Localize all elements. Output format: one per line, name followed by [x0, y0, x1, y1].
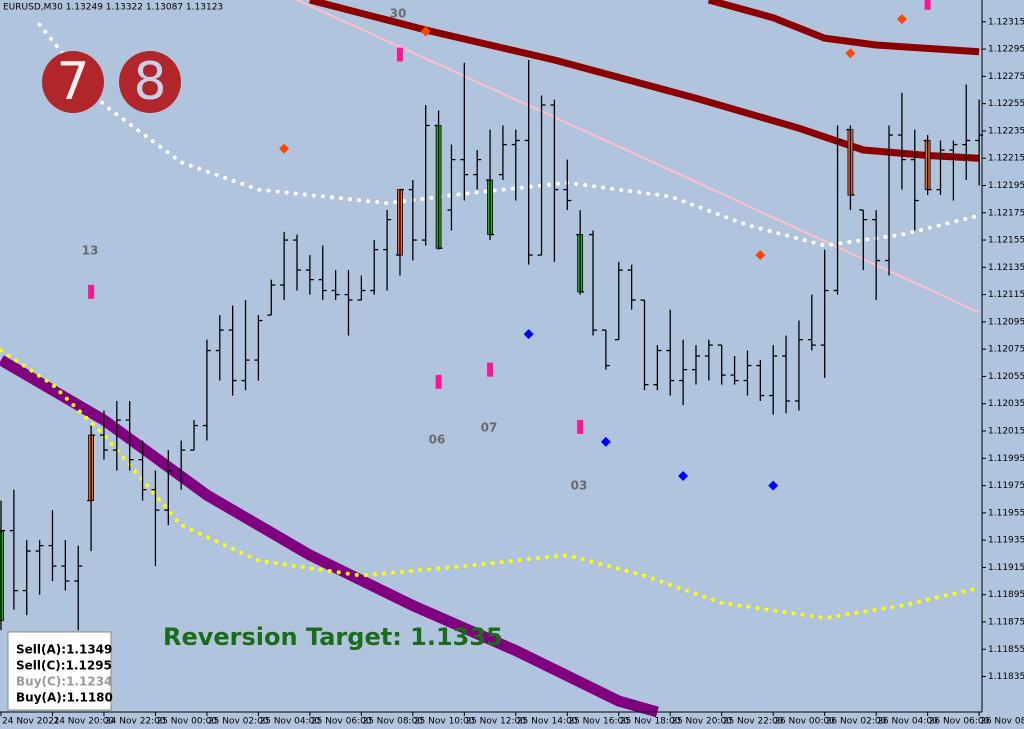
count-label: 30: [390, 7, 407, 21]
signal-diamond: [420, 26, 431, 37]
x-tick-label: 25 Nov 06:00: [311, 717, 372, 727]
moving-average: [296, 0, 980, 314]
signal-diamond: [845, 48, 856, 59]
x-tick-label: 25 Nov 02:00: [208, 717, 269, 727]
x-tick-label: 24 Nov 22:00: [105, 717, 166, 727]
dotted-line: [0, 348, 982, 620]
x-tick-label: 26 Nov 06:00: [929, 717, 990, 727]
y-tick-label: 1.12295: [988, 45, 1024, 55]
x-tick-label: 25 Nov 20:00: [671, 717, 732, 727]
y-tick-label: 1.12155: [988, 236, 1024, 246]
signal-diamond: [523, 329, 534, 340]
signal-diamond: [279, 143, 290, 154]
y-tick-label: 1.11915: [988, 563, 1024, 573]
y-tick-label: 1.12195: [988, 181, 1024, 191]
y-tick-label: 1.12235: [988, 126, 1024, 136]
y-tick-label: 1.11875: [988, 617, 1024, 627]
y-tick-label: 1.11895: [988, 590, 1024, 600]
y-tick-label: 1.11975: [988, 481, 1024, 491]
symbol-header: EURUSD,M30 1.13249 1.13322 1.13087 1.131…: [3, 3, 223, 13]
signal-bar: [396, 47, 403, 62]
y-tick-label: 1.12175: [988, 208, 1024, 218]
overlays: [0, 0, 982, 718]
count-label: 07: [481, 421, 498, 435]
x-tick-label: 25 Nov 18:00: [620, 717, 681, 727]
x-tick-label: 24 Nov 2021: [2, 717, 60, 727]
badge-label: 8: [133, 52, 166, 112]
x-tick-label: 25 Nov 16:00: [568, 717, 629, 727]
levels-box: [7, 631, 112, 711]
y-tick-label: 1.11855: [988, 645, 1024, 655]
y-tick-label: 1.12095: [988, 317, 1024, 327]
level: Buy(A):1.1180: [16, 691, 113, 705]
signal-bar: [487, 362, 494, 377]
x-tick-label: 26 Nov 00:00: [774, 717, 835, 727]
x-tick-label: 25 Nov 14:00: [517, 717, 578, 727]
y-tick-label: 1.11935: [988, 536, 1024, 546]
signal-bar: [924, 0, 931, 10]
x-tick-label: 24 Nov 20:00: [53, 717, 114, 727]
y-tick-label: 1.11955: [988, 508, 1024, 518]
y-tick-label: 1.12275: [988, 72, 1024, 82]
signal-bar: [88, 284, 95, 299]
badge-label: 7: [56, 52, 89, 112]
dotted-line: [37, 22, 982, 248]
y-tick-label: 1.12255: [988, 99, 1024, 109]
x-tick-label: 25 Nov 22:00: [723, 717, 784, 727]
x-tick-label: 26 Nov 08:00: [980, 717, 1024, 727]
moving-average: [0, 355, 659, 718]
signal-diamond: [896, 14, 907, 25]
y-tick-label: 1.12315: [988, 17, 1024, 27]
x-tick-label: 25 Nov 08:00: [362, 717, 423, 727]
y-tick-label: 1.12115: [988, 290, 1024, 300]
level: Sell(C):1.1295: [16, 659, 112, 673]
count-label: 06: [429, 433, 446, 447]
moving-average: [309, 0, 980, 162]
signal-diamond: [768, 480, 779, 491]
level: Sell(A):1.1349: [16, 643, 112, 657]
x-tick-label: 25 Nov 12:00: [465, 717, 526, 727]
y-tick-label: 1.11835: [988, 672, 1024, 682]
markers: [88, 0, 931, 491]
x-tick-label: 25 Nov 10:00: [414, 717, 475, 727]
count-label: 03: [571, 479, 588, 493]
moving-average: [707, 0, 980, 56]
y-tick-label: 1.12135: [988, 263, 1024, 273]
badge: [119, 51, 181, 113]
y-tick-label: 1.12035: [988, 399, 1024, 409]
y-tick-label: 1.11995: [988, 454, 1024, 464]
signal-diamond: [600, 436, 611, 447]
badge: [42, 51, 104, 113]
x-tick-label: 26 Nov 02:00: [826, 717, 887, 727]
x-tick-label: 25 Nov 04:00: [259, 717, 320, 727]
x-tick-label: 25 Nov 00:00: [156, 717, 217, 727]
y-tick-label: 1.12075: [988, 345, 1024, 355]
x-tick-label: 26 Nov 04:00: [877, 717, 938, 727]
level: Buy(C):1.1234: [16, 675, 112, 689]
reversion-target: Reversion Target: 1.1335: [163, 623, 503, 651]
signal-diamond: [755, 250, 766, 261]
plot-area: [0, 0, 984, 718]
y-tick-label: 1.12215: [988, 154, 1024, 164]
y-tick-label: 1.12015: [988, 427, 1024, 437]
signal-bar: [577, 419, 584, 434]
signal-bar: [435, 374, 442, 389]
y-tick-label: 1.12055: [988, 372, 1024, 382]
count-label: 13: [82, 244, 99, 258]
signal-diamond: [678, 471, 689, 482]
price-bars: [0, 60, 984, 631]
